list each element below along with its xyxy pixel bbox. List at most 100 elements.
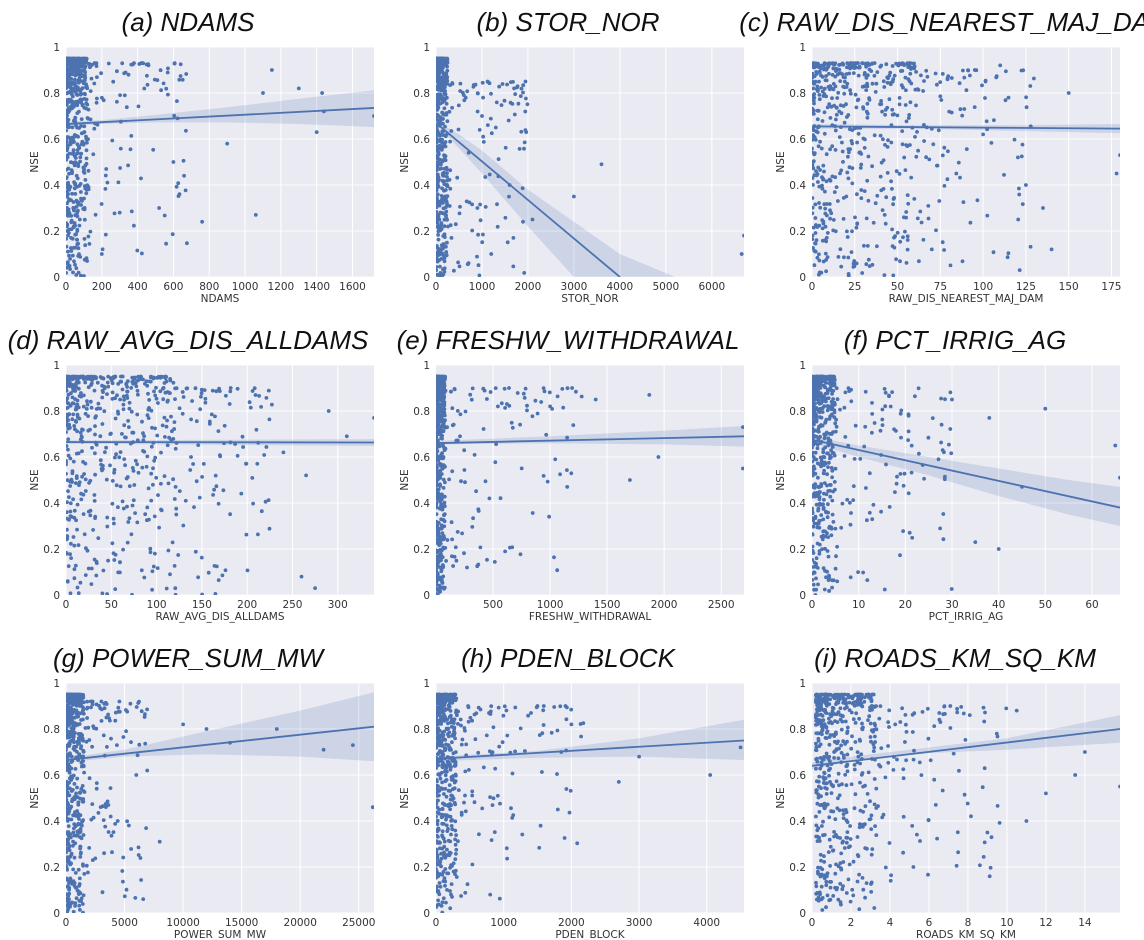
scatter-point xyxy=(475,254,479,259)
scatter-point xyxy=(82,217,87,222)
scatter-point xyxy=(74,273,79,277)
scatter-point xyxy=(509,420,514,425)
scatter-point xyxy=(865,578,870,582)
scatter-point xyxy=(228,389,233,394)
scatter-point xyxy=(812,445,814,450)
scatter-point xyxy=(983,96,987,100)
scatter-point xyxy=(135,753,140,758)
x-tick-label: 300 xyxy=(328,599,348,611)
scatter-point xyxy=(126,72,131,77)
scatter-point xyxy=(817,258,822,263)
scatter-point xyxy=(66,91,69,96)
scatter-point xyxy=(443,883,447,888)
scatter-point xyxy=(1017,186,1021,191)
scatter-point xyxy=(925,74,930,79)
scatter-point xyxy=(510,425,515,430)
scatter-point xyxy=(104,445,108,450)
scatter-point xyxy=(70,72,75,77)
x-tick-label: 0 xyxy=(809,599,816,611)
scatter-point xyxy=(74,198,79,203)
scatter-point xyxy=(148,550,153,555)
scatter-point xyxy=(814,169,818,174)
scatter-point xyxy=(137,742,142,747)
scatter-point xyxy=(136,853,141,857)
scatter-point xyxy=(436,533,439,538)
y-tick-label: 0.8 xyxy=(413,88,430,100)
x-tick-label: 125 xyxy=(1016,281,1036,293)
scatter-point xyxy=(906,491,911,496)
y-tick-label: 0.6 xyxy=(413,452,430,464)
scatter-point xyxy=(86,187,91,192)
scatter-point xyxy=(66,877,69,882)
x-tick-label: 1000 xyxy=(232,281,259,293)
scatter-point xyxy=(106,830,111,834)
scatter-point xyxy=(489,131,494,136)
scatter-point xyxy=(169,437,174,442)
scatter-point xyxy=(439,452,443,457)
scatter-point xyxy=(836,199,840,203)
scatter-point xyxy=(66,135,70,139)
scatter-point xyxy=(110,501,115,506)
scatter-point xyxy=(845,497,850,502)
scatter-point xyxy=(878,102,882,107)
scatter-point xyxy=(1049,247,1054,252)
scatter-point xyxy=(74,518,78,523)
scatter-point xyxy=(480,80,485,85)
scatter-point xyxy=(819,401,824,405)
scatter-point xyxy=(445,95,449,100)
scatter-point xyxy=(1004,69,1008,74)
x-tick-label: 600 xyxy=(163,281,183,293)
scatter-point xyxy=(240,434,245,439)
scatter-point xyxy=(1114,171,1119,176)
scatter-point xyxy=(79,718,83,722)
scatter-point xyxy=(66,221,69,226)
scatter-point xyxy=(436,505,439,510)
scatter-point xyxy=(817,549,822,553)
scatter-point xyxy=(949,76,954,80)
panel-3: (c) RAW_DIS_NEAREST_MAJ_DAM00.20.40.60.8… xyxy=(739,7,1144,305)
scatter-point xyxy=(936,128,941,133)
scatter-point xyxy=(921,89,925,93)
regression-line xyxy=(66,725,374,761)
scatter-point xyxy=(117,455,122,460)
scatter-point xyxy=(831,87,836,92)
x-tick-label: 0 xyxy=(63,599,70,611)
y-tick-label: 0.2 xyxy=(43,226,60,238)
scatter-point xyxy=(847,71,852,76)
x-tick-label: 0 xyxy=(63,281,70,293)
scatter-point xyxy=(839,168,844,173)
scatter-point xyxy=(132,223,136,228)
y-tick-label: 0.4 xyxy=(43,816,60,828)
scatter-point xyxy=(78,790,82,795)
scatter-point xyxy=(885,80,890,85)
scatter-point xyxy=(121,394,126,399)
scatter-point xyxy=(436,571,440,576)
scatter-point xyxy=(121,407,126,412)
scatter-point xyxy=(162,381,167,385)
scatter-point xyxy=(71,86,76,91)
scatter-point xyxy=(251,501,256,506)
y-tick-label: 1 xyxy=(423,360,430,372)
scatter-point xyxy=(530,217,535,222)
scatter-point xyxy=(75,111,80,115)
scatter-point xyxy=(962,75,967,80)
y-tick-label: 0.6 xyxy=(413,134,430,146)
scatter-point xyxy=(81,764,86,769)
scatter-point xyxy=(866,154,871,159)
scatter-point xyxy=(184,72,189,76)
scatter-point xyxy=(436,475,440,479)
scatter-point xyxy=(914,70,918,74)
scatter-point xyxy=(870,430,874,435)
scatter-point xyxy=(141,438,146,443)
scatter-point xyxy=(145,413,150,418)
scatter-point xyxy=(68,484,73,488)
scatter-point xyxy=(116,505,120,510)
scatter-point xyxy=(533,398,538,403)
scatter-point xyxy=(66,377,70,382)
y-tick-label: 0 xyxy=(799,272,806,284)
scatter-point xyxy=(439,398,443,403)
scatter-point xyxy=(103,450,107,455)
scatter-point xyxy=(436,558,439,563)
scatter-point xyxy=(214,484,219,489)
scatter-point xyxy=(66,712,69,716)
